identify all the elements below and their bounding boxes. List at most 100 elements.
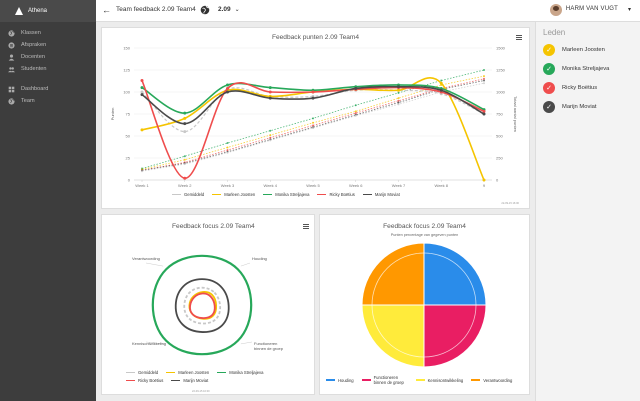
avatar[interactable]: [550, 4, 562, 16]
legend-label: Gemiddeld: [184, 192, 205, 197]
sidebar-item-label: Studenten: [21, 66, 47, 72]
cumulative-point: [354, 110, 357, 113]
y-tick-label: 25: [126, 156, 131, 161]
back-arrow-icon[interactable]: ←: [102, 5, 111, 15]
legend-item-functioneren[interactable]: Functioneren binnen de groep: [361, 375, 408, 385]
series-point: [439, 81, 443, 85]
chart-menu-icon[interactable]: [303, 224, 309, 229]
legend-item-marleen[interactable]: Marleen Joosten: [212, 192, 255, 197]
sidebar-item-klassen[interactable]: Klassen: [0, 27, 96, 39]
chart-credit: 22-09-15 16:00: [192, 390, 210, 393]
legend-label: Marijn Moviat: [374, 192, 400, 197]
legend-item-marijn[interactable]: Marijn Moviat: [362, 192, 400, 197]
legend-label: Verantwoording: [483, 377, 513, 383]
radar-series-0: [183, 286, 222, 325]
line-chart-panel: Feedback punten 2.09 Team4 0 25 50 75 100 125…: [101, 27, 530, 209]
x-tick-label: Week 1: [135, 183, 149, 188]
sidebar-item-team[interactable]: Team: [0, 95, 96, 107]
series-point: [397, 88, 400, 92]
member-item-marleen[interactable]: ✓ Marleen Joosten: [543, 44, 605, 56]
pie-chart-legend: Houding Functioneren binnen de groep Ken…: [326, 375, 526, 388]
sidebar-item-studenten[interactable]: Studenten: [0, 63, 96, 75]
version-value: 2.09: [218, 6, 231, 13]
pie-inner-ring: [371, 252, 477, 358]
globe-icon[interactable]: [200, 5, 210, 15]
y-tick-label: 150: [123, 46, 130, 51]
legend-item-ricky[interactable]: Ricky Boëtius: [126, 378, 163, 383]
y2-tick-label: 0: [496, 178, 499, 183]
chart-subtitle: Punten percentage van gegeven punten: [390, 233, 459, 237]
legend-item-verantwoording[interactable]: Verantwoording: [471, 375, 512, 385]
axis-label: Kennisontwikkeling: [132, 341, 166, 346]
user-menu-caret-icon[interactable]: ▾: [627, 7, 631, 13]
legend-label: Functioneren binnen de groep: [373, 375, 404, 385]
check-icon: ✓: [543, 101, 555, 113]
version-select[interactable]: 2.09 ⌄: [218, 6, 240, 13]
y2-tick-label: 500: [496, 134, 503, 139]
member-item-monika[interactable]: ✓ Monika Streljajeva: [543, 63, 609, 75]
cumulative-point: [397, 99, 400, 102]
sidebar-item-docenten[interactable]: Docenten: [0, 51, 96, 63]
member-item-ricky[interactable]: ✓ Ricky Boëtius: [543, 82, 597, 94]
sidebar-item-label: Dashboard: [21, 86, 49, 92]
y2-tick-label: 1000: [496, 90, 506, 95]
chart-menu-icon[interactable]: [516, 35, 522, 40]
line-chart: 02550751001251500250500750100012501500Pu…: [110, 46, 518, 189]
member-item-marijn[interactable]: ✓ Marijn Moviat: [543, 101, 596, 113]
series-point: [140, 86, 144, 90]
user-name[interactable]: HARM VAN VUGT: [565, 6, 618, 12]
axis-leader: [240, 341, 253, 345]
legend-item-kennisontwikkeling[interactable]: Kennisontwikkeling: [415, 375, 463, 385]
cumulative-point: [354, 104, 357, 107]
sidebar-item-afspraken[interactable]: Afspraken: [0, 39, 96, 51]
legend-item-monika[interactable]: Monika Streljajeva: [217, 370, 263, 375]
legend-item-ricky[interactable]: Ricky Boëtius: [317, 192, 355, 197]
page-title: Team feedback 2.09 Team4: [116, 6, 196, 13]
series-point: [311, 96, 315, 100]
legend-item-gemiddeld[interactable]: Gemiddeld: [126, 370, 158, 375]
x-tick-label: Week 5: [306, 183, 320, 188]
legend-label: Monika Streljajeva: [275, 192, 310, 197]
legend-item-marleen[interactable]: Marleen Joosten: [166, 370, 209, 375]
y-tick-label: 75: [126, 112, 131, 117]
legend-label: Gemiddeld: [138, 370, 159, 375]
pie-slice-1: [423, 304, 487, 368]
radar-chart-legend: Gemiddeld Marleen Joosten Monika Strelja…: [126, 370, 306, 386]
legend-label: Ricky Boëtius: [138, 378, 164, 383]
x-tick-label: Week 4: [264, 183, 278, 188]
legend-label: Houding: [338, 377, 354, 383]
radar-series-2: [151, 254, 253, 356]
legend-item-monika[interactable]: Monika Streljajeva: [263, 192, 309, 197]
cumulative-point: [312, 127, 314, 130]
y2-tick-label: 1250: [496, 68, 506, 73]
member-name: Monika Streljajeva: [562, 66, 610, 72]
brand[interactable]: Athena: [0, 0, 96, 22]
cumulative-point: [483, 69, 485, 71]
y-tick-label: 0: [128, 178, 131, 183]
check-icon: ✓: [543, 44, 555, 56]
check-icon: ✓: [543, 63, 555, 75]
sidebar-item-dashboard[interactable]: Dashboard: [0, 83, 96, 95]
cumulative-point: [141, 170, 143, 173]
legend-item-gemiddeld[interactable]: Gemiddeld: [172, 192, 204, 197]
user-icon: [8, 54, 15, 61]
legend-item-marijn[interactable]: Marijn Moviat: [171, 378, 208, 383]
axis-label: Verantwoording: [132, 256, 160, 261]
series-point: [354, 86, 358, 90]
cumulative-point: [483, 79, 485, 82]
series-point: [268, 96, 272, 100]
y-axis-label: Punten: [110, 108, 115, 121]
group-icon: [8, 66, 15, 72]
cumulative-point: [397, 103, 400, 106]
legend-item-houding[interactable]: Houding: [326, 375, 354, 385]
x-tick-label: Week 2: [178, 183, 192, 188]
member-name: Ricky Boëtius: [562, 85, 598, 91]
series-point: [140, 128, 144, 132]
legend-label: Monika Streljajeva: [229, 370, 264, 375]
pie-slice-0: [423, 242, 487, 306]
series-point: [226, 90, 229, 94]
series-point: [482, 178, 486, 182]
chart-credit: 22-09-15 16:00: [501, 202, 519, 205]
cumulative-point: [483, 82, 485, 85]
axis-leader: [240, 262, 251, 267]
